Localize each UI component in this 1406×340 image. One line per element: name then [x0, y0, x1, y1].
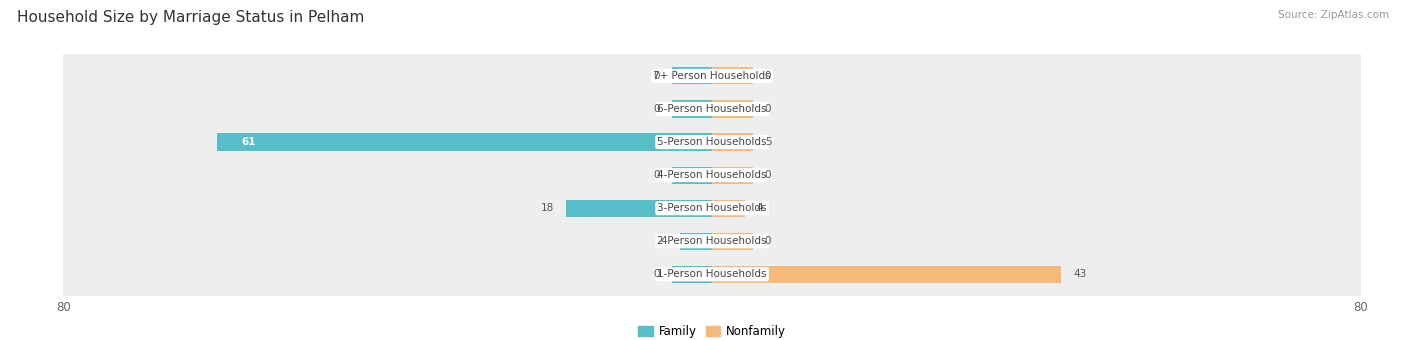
Legend: Family, Nonfamily: Family, Nonfamily: [634, 321, 790, 340]
Text: Source: ZipAtlas.com: Source: ZipAtlas.com: [1278, 10, 1389, 20]
FancyBboxPatch shape: [56, 182, 1368, 234]
Text: 5: 5: [765, 137, 772, 147]
Text: 5-Person Households: 5-Person Households: [658, 137, 766, 147]
Bar: [713, 266, 1062, 283]
FancyBboxPatch shape: [56, 50, 1368, 102]
Bar: [713, 133, 752, 151]
Text: 0: 0: [765, 104, 772, 114]
Text: 0: 0: [652, 104, 659, 114]
Text: 0: 0: [652, 170, 659, 180]
FancyBboxPatch shape: [56, 149, 1368, 201]
Text: 4: 4: [756, 203, 763, 213]
Text: 43: 43: [1073, 269, 1087, 279]
FancyBboxPatch shape: [56, 83, 1368, 135]
Bar: [679, 233, 713, 250]
Bar: [672, 167, 713, 184]
Bar: [713, 100, 752, 118]
Text: 3-Person Households: 3-Person Households: [658, 203, 766, 213]
Bar: [713, 167, 752, 184]
Text: 1-Person Households: 1-Person Households: [658, 269, 766, 279]
Text: 6-Person Households: 6-Person Households: [658, 104, 766, 114]
Text: 2-Person Households: 2-Person Households: [658, 236, 766, 246]
Bar: [672, 67, 713, 85]
Text: 18: 18: [541, 203, 554, 213]
FancyBboxPatch shape: [56, 116, 1368, 168]
Bar: [713, 200, 745, 217]
Bar: [218, 133, 713, 151]
FancyBboxPatch shape: [56, 215, 1368, 267]
Bar: [713, 67, 752, 85]
Text: 0: 0: [765, 236, 772, 246]
Text: 0: 0: [652, 269, 659, 279]
Text: Household Size by Marriage Status in Pelham: Household Size by Marriage Status in Pel…: [17, 10, 364, 25]
Text: 0: 0: [765, 170, 772, 180]
Bar: [713, 233, 752, 250]
Text: 0: 0: [652, 71, 659, 81]
Text: 0: 0: [765, 71, 772, 81]
Text: 7+ Person Households: 7+ Person Households: [654, 71, 770, 81]
Text: 4: 4: [661, 236, 668, 246]
Text: 61: 61: [242, 137, 256, 147]
Bar: [672, 266, 713, 283]
Bar: [672, 100, 713, 118]
Bar: [567, 200, 713, 217]
FancyBboxPatch shape: [56, 248, 1368, 301]
Text: 4-Person Households: 4-Person Households: [658, 170, 766, 180]
